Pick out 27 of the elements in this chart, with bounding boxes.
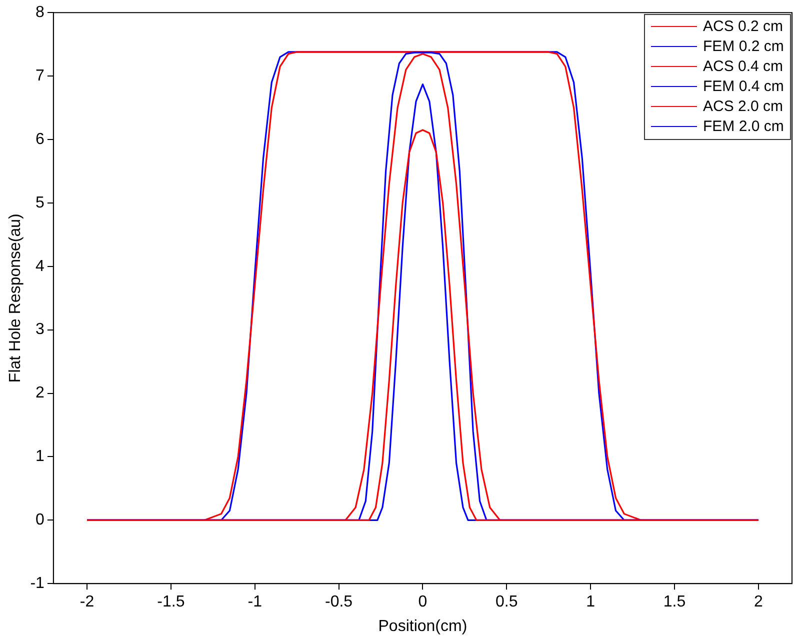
x-tick-label: 1.5 [663, 594, 686, 611]
y-tick-label: 0 [36, 512, 45, 529]
x-tick-label: 2 [754, 594, 763, 611]
legend-label: FEM 2.0 cm [703, 118, 784, 136]
y-tick-label: 5 [36, 194, 45, 212]
y-tick-label: -1 [30, 575, 45, 592]
y-tick-label: 1 [36, 448, 45, 466]
legend-label: FEM 0.4 cm [703, 78, 784, 96]
x-tick-label: -2 [80, 594, 94, 611]
y-tick-label: 2 [36, 384, 45, 402]
x-tick-label: -0.5 [324, 594, 353, 611]
y-tick-label: 3 [36, 321, 45, 338]
y-axis-title: Flat Hole Response(au) [7, 214, 24, 383]
legend-label: ACS 0.4 cm [703, 58, 784, 76]
legend-label: ACS 2.0 cm [703, 98, 784, 116]
x-tick-label: 0.5 [496, 594, 518, 611]
y-tick-label: 8 [36, 4, 45, 22]
x-tick-label: -1.5 [157, 594, 185, 611]
x-tick-label: 0 [418, 594, 428, 611]
x-tick-label: 1 [586, 594, 596, 611]
legend-label: FEM 0.2 cm [703, 38, 784, 56]
y-tick-label: 7 [36, 67, 45, 84]
y-tick-label: 6 [36, 130, 45, 148]
x-tick-label: -1 [248, 594, 262, 611]
x-axis-title: Position(cm) [378, 618, 468, 635]
legend-label: ACS 0.2 cm [703, 18, 784, 36]
y-tick-label: 4 [36, 258, 45, 275]
